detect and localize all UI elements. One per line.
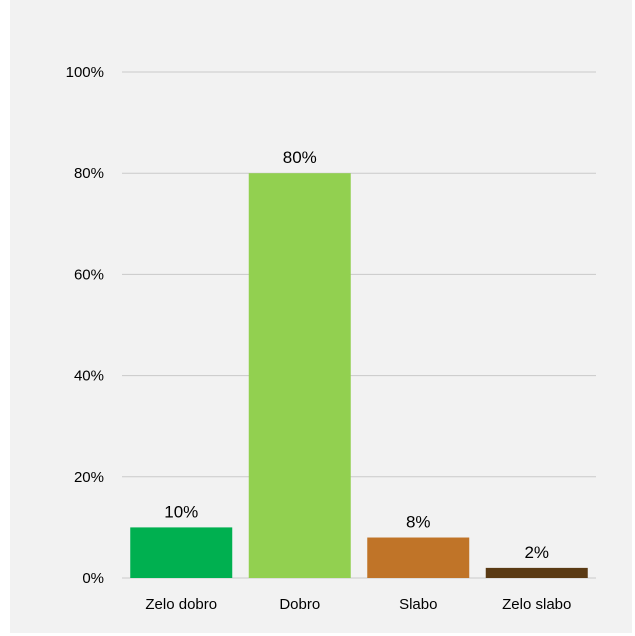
- bar-value-label: 80%: [283, 148, 317, 167]
- y-tick-label: 0%: [82, 570, 104, 587]
- bar-value-label: 8%: [406, 513, 431, 532]
- bars: [130, 173, 588, 578]
- x-axis-category-labels: Zelo dobro Dobro Slabo Zelo slabo: [145, 596, 571, 613]
- bar: [367, 537, 470, 578]
- x-category-label: Zelo dobro: [145, 596, 217, 613]
- y-tick-label: 100%: [66, 64, 104, 81]
- bar: [485, 567, 588, 578]
- bar-value-label: 10%: [164, 502, 198, 521]
- data-labels: 10% 80% 8% 2%: [164, 148, 549, 562]
- bar-value-label: 2%: [524, 543, 549, 562]
- y-tick-label: 80%: [74, 165, 104, 182]
- x-category-label: Dobro: [279, 596, 320, 613]
- x-category-label: Slabo: [399, 596, 437, 613]
- bar: [248, 173, 351, 578]
- y-tick-label: 60%: [74, 266, 104, 283]
- y-tick-label: 20%: [74, 469, 104, 486]
- x-category-label: Zelo slabo: [502, 596, 571, 613]
- y-tick-label: 40%: [74, 368, 104, 385]
- bar: [130, 527, 233, 578]
- y-axis-tick-labels: 0% 20% 40% 60% 80% 100%: [66, 64, 104, 587]
